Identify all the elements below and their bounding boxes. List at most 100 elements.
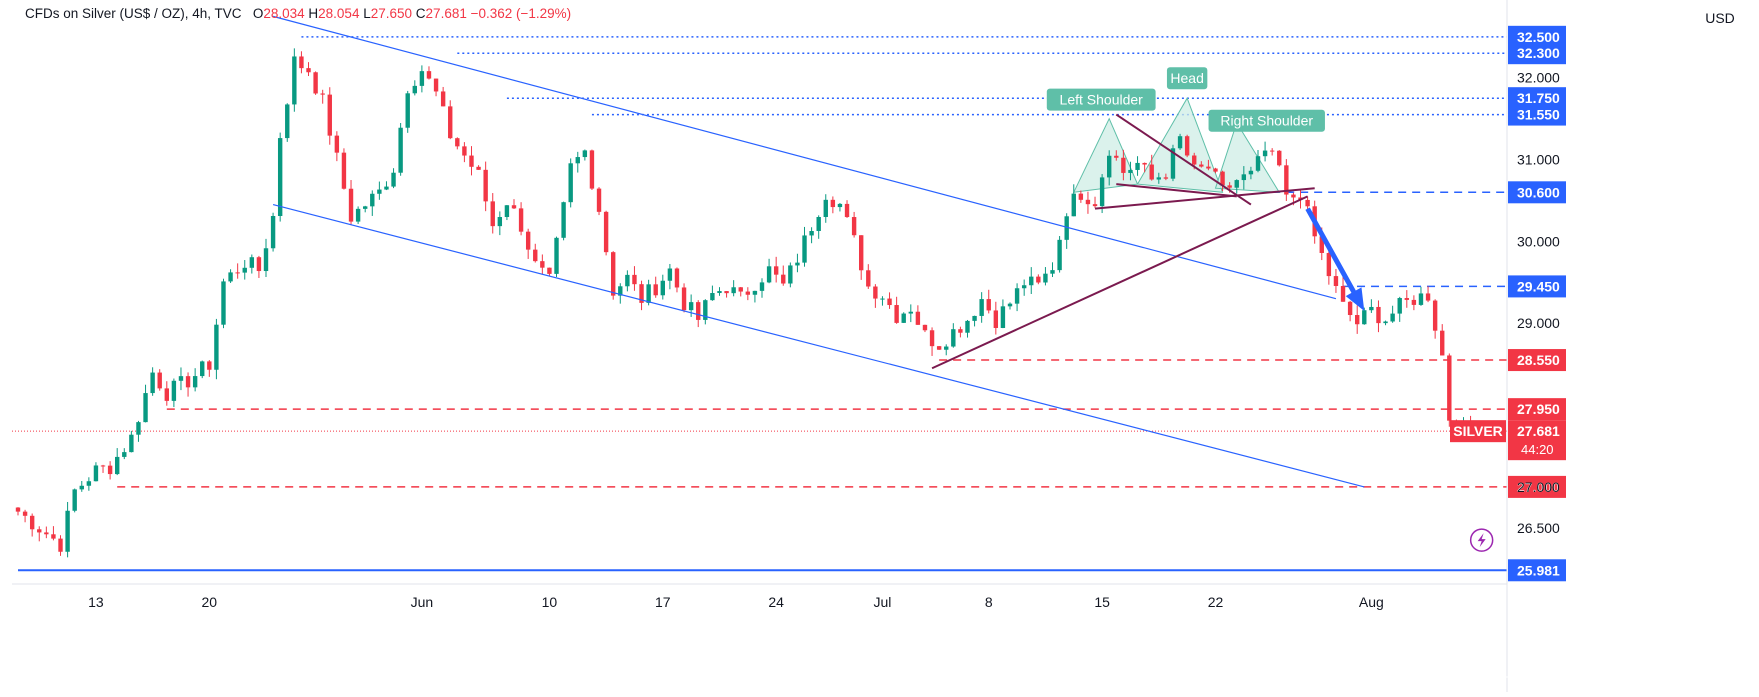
candle-body (681, 287, 687, 311)
currency-button[interactable]: USD (1705, 10, 1735, 26)
candle-body (455, 138, 460, 147)
price-tick-label: 32.000 (1517, 70, 1560, 86)
candle-body (497, 217, 503, 227)
candle-body (1177, 136, 1183, 149)
candle-body (1404, 298, 1409, 300)
candle-body (143, 393, 148, 423)
price-tick-label: 29.000 (1517, 315, 1560, 331)
candle-body (525, 231, 531, 250)
candle-body (178, 376, 184, 381)
candle-body (1340, 285, 1346, 302)
forecast-arrow (1305, 207, 1365, 311)
candle-body (1262, 150, 1268, 157)
candle-body (440, 91, 446, 107)
candle-body (1107, 155, 1112, 178)
candle-body (58, 538, 63, 552)
candle-body (476, 166, 481, 170)
candle-body (448, 106, 453, 139)
candle-body (1163, 177, 1169, 179)
level-tag (1508, 398, 1566, 421)
close-value: 27.681 (425, 6, 467, 21)
candle-body (1036, 276, 1041, 283)
left-shoulder-label-box (1046, 88, 1156, 111)
candle-body (15, 507, 21, 512)
candle-body (22, 511, 28, 516)
candle-body (540, 261, 545, 268)
candle-body (327, 94, 332, 136)
candle-body (285, 104, 290, 139)
candle-body (1050, 270, 1055, 274)
candle-body (972, 315, 977, 321)
candle-body (745, 291, 751, 295)
trend-line (931, 195, 1309, 370)
time-tick-label: 15 (1094, 594, 1110, 610)
candle-body (1397, 298, 1402, 314)
candle-body (1199, 164, 1204, 167)
candle-body (1355, 315, 1360, 325)
candle-body (1156, 177, 1161, 180)
symbol-title[interactable]: CFDs on Silver (US$ / OZ), 4h, TVC (25, 6, 242, 21)
candle-body (504, 205, 510, 218)
candle-body (1291, 194, 1296, 198)
candle-body (1432, 300, 1438, 331)
level-tag-label: 32.300 (1517, 45, 1560, 61)
candle-body (341, 152, 347, 189)
level-tag (1508, 275, 1566, 298)
time-tick-label: 22 (1208, 594, 1224, 610)
candle-body (1149, 164, 1154, 180)
candle-body (632, 274, 637, 285)
candle-body (965, 320, 970, 333)
candle-body (419, 71, 425, 86)
candle-body (781, 274, 786, 284)
candle-body (150, 372, 155, 394)
candle-body (1220, 171, 1225, 186)
candle-body (412, 85, 417, 94)
level-tag-label: 25.981 (1517, 562, 1560, 578)
candle-body (944, 346, 949, 350)
candle-body (1014, 288, 1020, 304)
candle-body (65, 510, 70, 552)
candle-body (115, 456, 120, 475)
candle-body (1376, 306, 1381, 324)
candle-body (235, 272, 240, 274)
candle-body (575, 157, 580, 164)
candle-body (986, 299, 991, 311)
candle-body (1234, 180, 1239, 188)
candle-body (533, 249, 538, 262)
candle-body (398, 127, 403, 173)
trend-line (1094, 187, 1315, 210)
candle-body (51, 534, 56, 539)
candle-body (1213, 168, 1218, 172)
candle-body (908, 311, 913, 314)
level-tag-label: 29.450 (1517, 278, 1560, 294)
candle-body (759, 282, 765, 291)
level-tag (1508, 475, 1566, 498)
candle-body (568, 163, 573, 203)
candle-body (887, 298, 892, 306)
candle-body (951, 329, 956, 347)
candle-body (1418, 293, 1424, 305)
candle-body (207, 361, 212, 370)
candle-body (979, 299, 984, 316)
candle-body (929, 330, 935, 347)
candle-body (164, 388, 169, 401)
candle-body (320, 93, 325, 95)
candle-body (37, 529, 42, 533)
candle-body (157, 372, 162, 389)
candle-body (809, 231, 814, 236)
left-shoulder-label: Left Shoulder (1060, 92, 1144, 108)
candle-body (1284, 165, 1289, 195)
candle-body (1000, 306, 1006, 328)
candle-body (688, 302, 694, 311)
candle-body (221, 281, 226, 325)
candle-body (880, 298, 885, 300)
candle-body (816, 216, 821, 232)
candle-body (1099, 177, 1105, 207)
right-shoulder-label-box (1208, 109, 1325, 132)
candle-body (1333, 276, 1339, 286)
channel-line (272, 15, 1337, 300)
price-tick-label: 31.000 (1517, 152, 1560, 168)
candle-body (667, 268, 673, 281)
